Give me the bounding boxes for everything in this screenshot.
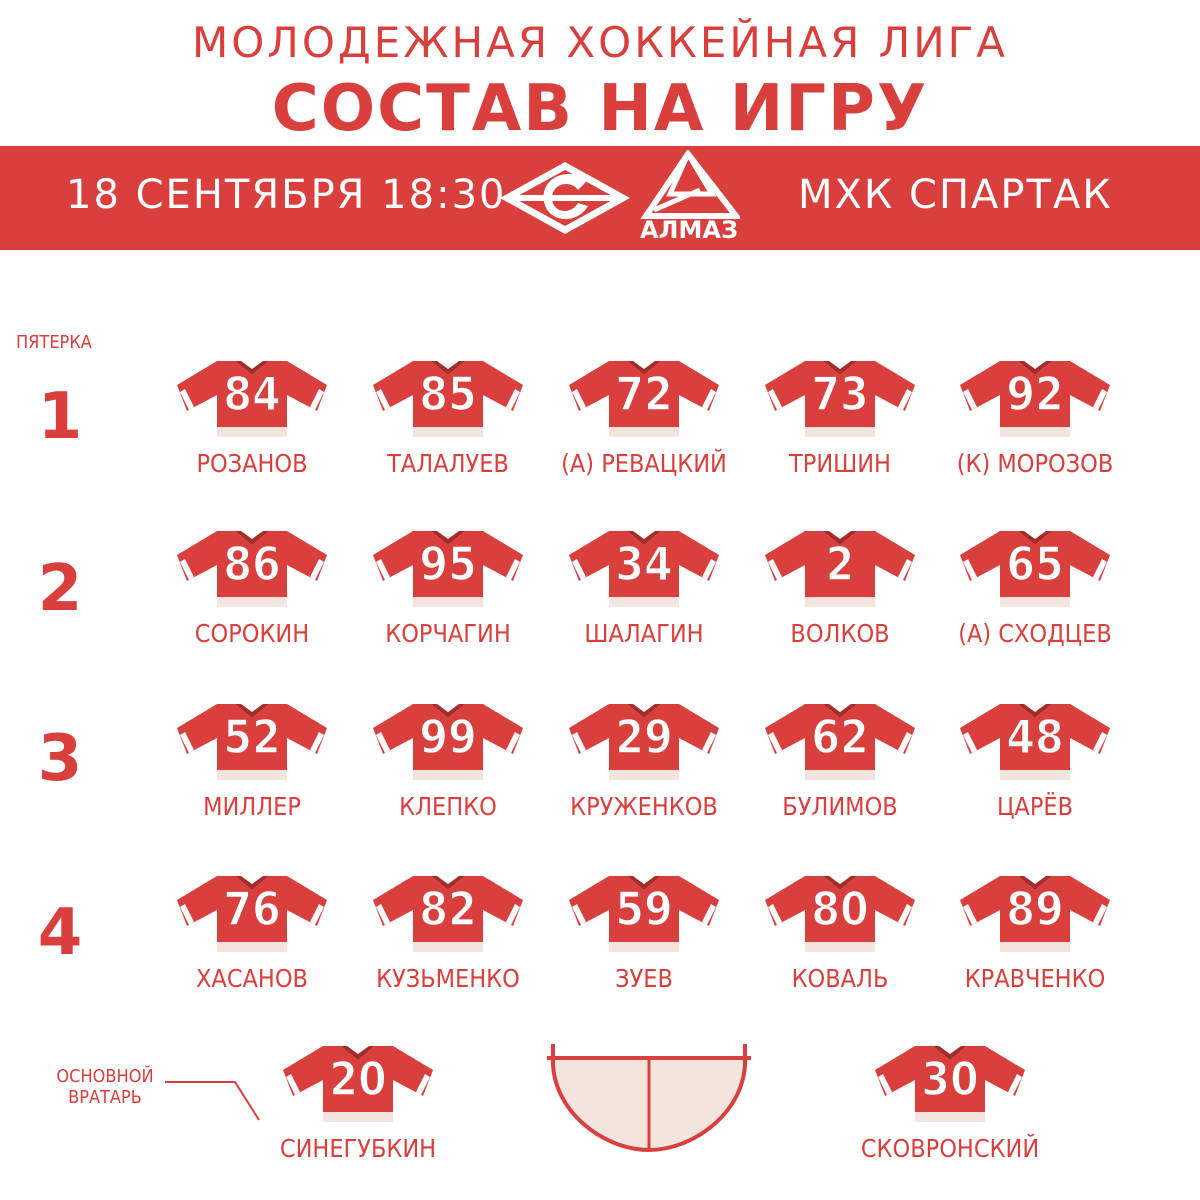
jersey-number: 2 — [825, 536, 855, 592]
player-name: ВОЛКОВ — [790, 619, 890, 648]
jersey-number: 95 — [418, 536, 477, 592]
player-name: МИЛЛЕР — [203, 792, 301, 821]
player-name: СКОВРОНСКИЙ — [860, 1134, 1040, 1163]
pointer-line-icon — [165, 1081, 260, 1121]
jersey-number: 65 — [1005, 536, 1064, 592]
jersey-number: 30 — [920, 1051, 979, 1107]
player-card: 86 СОРОКИН — [152, 525, 352, 665]
player-card: 99 КЛЕПКО — [348, 698, 548, 838]
player-card: 76 ХАСАНОВ — [152, 870, 352, 1010]
jersey-number: 62 — [810, 709, 869, 765]
line-number-4: 4 — [37, 896, 83, 970]
jersey-number: 92 — [1005, 366, 1064, 422]
player-card: 34 ШАЛАГИН — [544, 525, 744, 665]
player-card: 48 ЦАРЁВ — [935, 698, 1135, 838]
spartak-logo-icon — [500, 162, 630, 234]
jersey-number: 76 — [222, 881, 281, 937]
player-name: КОРЧАГИН — [385, 619, 511, 648]
line-number-1: 1 — [37, 380, 83, 454]
almaz-logo-text: АЛМАЗ — [639, 216, 738, 244]
page-title: СОСТАВ НА ИГРУ — [271, 72, 929, 146]
player-name: КРУЖЕНКОВ — [570, 792, 718, 821]
player-card: 29 КРУЖЕНКОВ — [544, 698, 744, 838]
player-card: 65 (А) СХОДЦЕВ — [935, 525, 1135, 665]
player-card: 59 ЗУЕВ — [544, 870, 744, 1010]
player-name: КУЗЬМЕНКО — [376, 964, 520, 993]
starting-goalie-card: 20 СИНЕГУБКИН — [258, 1040, 458, 1180]
lines-label: ПЯТЕРКА — [16, 332, 92, 353]
player-card: 95 КОРЧАГИН — [348, 525, 548, 665]
starting-goalie-label-line1: ОСНОВНОЙ — [56, 1066, 154, 1087]
player-card: 84 РОЗАНОВ — [152, 355, 352, 495]
player-card: 73 ТРИШИН — [740, 355, 940, 495]
jersey-number: 52 — [222, 709, 281, 765]
player-name: КЛЕПКО — [399, 792, 497, 821]
player-name: РОЗАНОВ — [196, 449, 308, 478]
player-name: ТРИШИН — [789, 449, 891, 478]
team-name: МХК СПАРТАК — [798, 172, 1113, 218]
player-card: 62 БУЛИМОВ — [740, 698, 940, 838]
jersey-number: 86 — [222, 536, 281, 592]
line-number-3: 3 — [37, 722, 83, 796]
player-name: (А) РЕВАЦКИЙ — [561, 449, 727, 478]
jersey-number: 59 — [614, 881, 673, 937]
player-card: 72 (А) РЕВАЦКИЙ — [544, 355, 744, 495]
jersey-number: 34 — [614, 536, 673, 592]
player-card: 52 МИЛЛЕР — [152, 698, 352, 838]
player-name: ЗУЕВ — [615, 964, 673, 993]
jersey-number: 73 — [810, 366, 869, 422]
player-name: ТАЛАЛУЕВ — [387, 449, 509, 478]
starting-goalie-label-line2: ВРАТАРЬ — [68, 1087, 142, 1108]
jersey-number: 48 — [1005, 709, 1064, 765]
line-number-2: 2 — [37, 552, 83, 626]
league-title: МОЛОДЕЖНАЯ ХОККЕЙНАЯ ЛИГА — [192, 18, 1008, 67]
goal-crease-icon — [547, 1044, 751, 1153]
match-banner: 18 СЕНТЯБРЯ 18:30 АЛМАЗ МХК СПАРТАК — [0, 146, 1200, 250]
jersey-number: 84 — [222, 366, 281, 422]
jersey-number: 89 — [1005, 881, 1064, 937]
jersey-number: 80 — [810, 881, 869, 937]
player-name: ХАСАНОВ — [196, 964, 308, 993]
player-card: 85 ТАЛАЛУЕВ — [348, 355, 548, 495]
jersey-number: 72 — [614, 366, 673, 422]
player-name: СИНЕГУБКИН — [279, 1134, 437, 1163]
player-card: 2 ВОЛКОВ — [740, 525, 940, 665]
player-name: БУЛИМОВ — [782, 792, 898, 821]
player-name: КРАВЧЕНКО — [964, 964, 1106, 993]
player-card: 92 (К) МОРОЗОВ — [935, 355, 1135, 495]
player-name: СОРОКИН — [194, 619, 310, 648]
player-card: 80 КОВАЛЬ — [740, 870, 940, 1010]
player-card: 82 КУЗЬМЕНКО — [348, 870, 548, 1010]
almaz-logo-icon — [640, 150, 740, 219]
player-card: 89 КРАВЧЕНКО — [935, 870, 1135, 1010]
player-name: КОВАЛЬ — [791, 964, 889, 993]
jersey-number: 85 — [418, 366, 477, 422]
jersey-number: 99 — [418, 709, 477, 765]
player-name: (А) СХОДЦЕВ — [958, 619, 1112, 648]
starting-goalie-label: ОСНОВНОЙ ВРАТАРЬ — [40, 1066, 170, 1108]
player-name: (К) МОРОЗОВ — [956, 449, 1114, 478]
jersey-number: 20 — [328, 1051, 387, 1107]
player-name: ЦАРЁВ — [996, 792, 1074, 821]
match-datetime: 18 СЕНТЯБРЯ 18:30 — [66, 172, 507, 218]
jersey-number: 82 — [418, 881, 477, 937]
player-name: ШАЛАГИН — [584, 619, 704, 648]
jersey-number: 29 — [614, 709, 673, 765]
backup-goalie-card: 30 СКОВРОНСКИЙ — [850, 1040, 1050, 1180]
